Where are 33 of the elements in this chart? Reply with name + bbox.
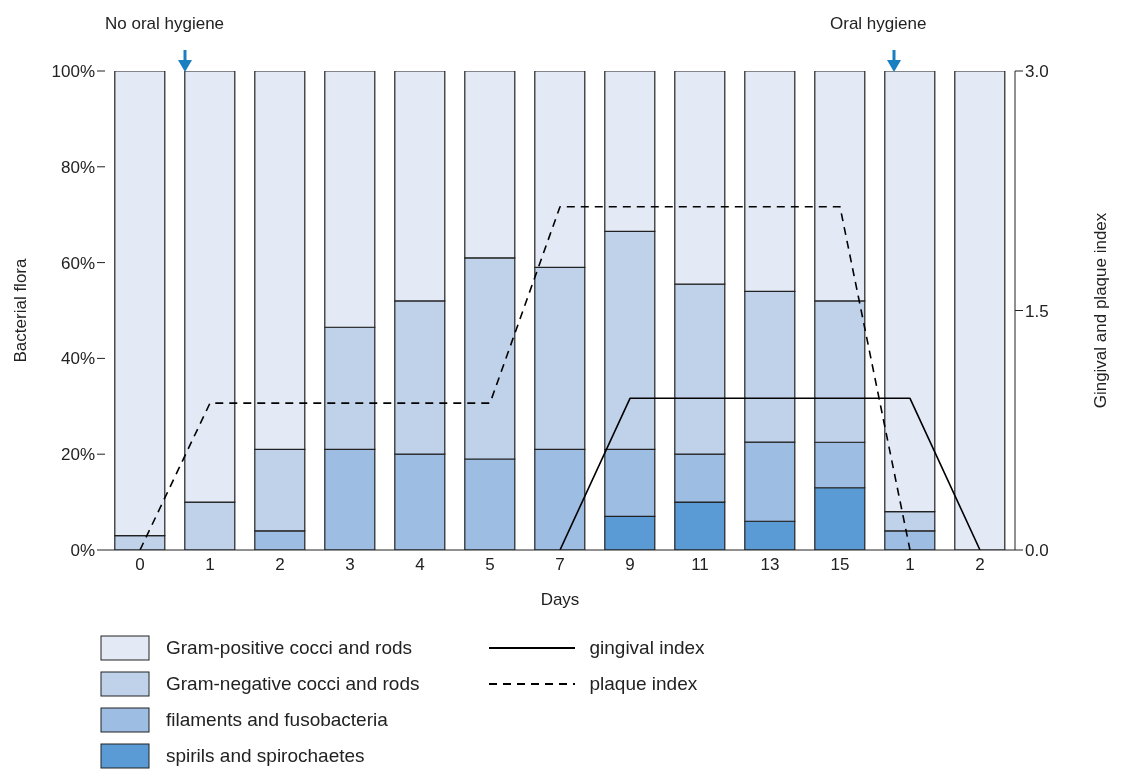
x-tick-label: 1: [205, 555, 215, 575]
y-tick-label: 80%: [60, 157, 95, 177]
x-tick-label: 3: [345, 555, 355, 575]
x-tick-label: 5: [485, 555, 495, 575]
x-tick-label: 4: [415, 555, 425, 575]
legend-label: filaments and fusobacteria: [166, 709, 388, 731]
text: No oral hygiene: [105, 14, 225, 34]
x-tick-label: 13: [760, 555, 780, 575]
y-tick-label: 0%: [70, 541, 95, 561]
x-axis-title: Days: [540, 590, 580, 609]
x-tick-label: 11: [691, 555, 709, 575]
x-tick-label: 0: [135, 555, 145, 575]
x-tick-label: 15: [830, 555, 850, 575]
y-axis-title: Bacterial flora: [11, 257, 31, 363]
legend-label: Gram-positive cocci and rods: [166, 637, 413, 659]
x-tick-label: 2: [275, 555, 285, 575]
x-tick-label: 1: [905, 555, 915, 575]
y2-tick-label: 3.0: [1025, 62, 1049, 82]
text: Oral hygiene: [830, 14, 927, 34]
y-tick-label: 40%: [60, 349, 95, 369]
y-tick-label: 60%: [60, 253, 95, 273]
legend-label: Gram-negative cocci and rods: [166, 673, 420, 695]
y2-tick-label: 1.5: [1025, 301, 1049, 321]
y-tick-label: 100%: [51, 62, 95, 82]
y2-tick-label: 0.0: [1025, 541, 1049, 561]
x-tick-label: 9: [625, 555, 635, 575]
legend-label: spirils and spirochaetes: [166, 745, 365, 767]
legend-label: gingival index: [589, 637, 705, 659]
y-tick-label: 20%: [60, 445, 95, 465]
y2-axis-title: Gingival and plaque index: [1091, 212, 1111, 409]
x-tick-label: 2: [975, 555, 985, 575]
x-tick-label: 7: [555, 555, 565, 575]
legend-label: plaque index: [589, 673, 698, 695]
